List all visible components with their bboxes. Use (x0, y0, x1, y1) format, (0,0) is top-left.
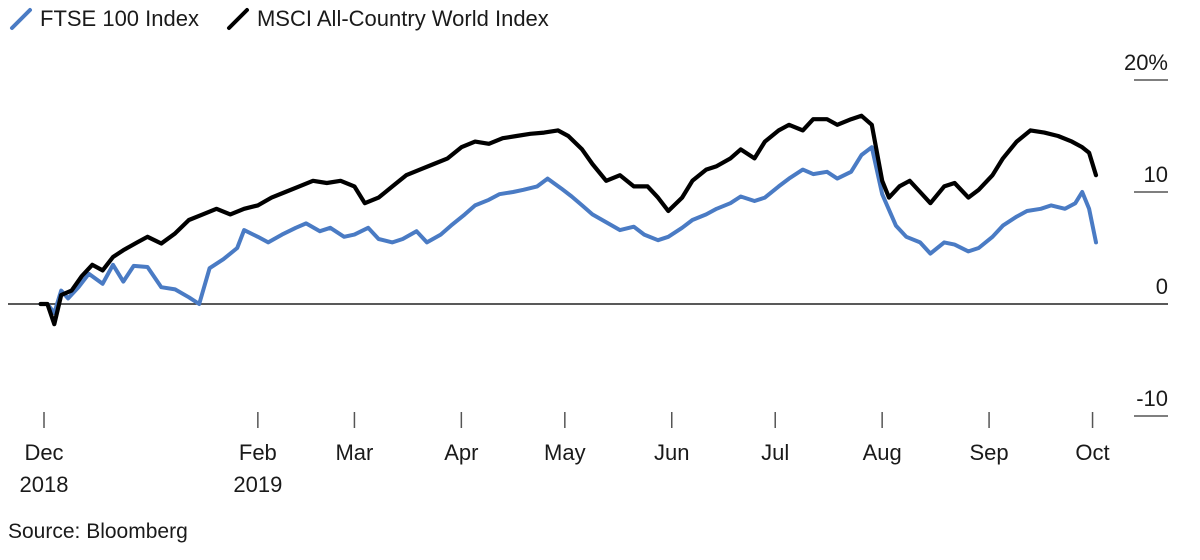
y-axis: 20% 10 0 -10 (1124, 50, 1168, 417)
chart-legend: FTSE 100 Index MSCI All-Country World In… (8, 4, 575, 34)
x-tick-label: Jun (654, 440, 689, 465)
x-tick-label: Dec (24, 440, 63, 465)
legend-label-ftse: FTSE 100 Index (40, 6, 199, 31)
x-tick-label: 2019 (233, 472, 282, 497)
x-tick-label: Oct (1075, 440, 1109, 465)
x-tick-label: May (544, 440, 586, 465)
series-line-msci (38, 113, 1099, 327)
legend-label-msci: MSCI All-Country World Index (256, 6, 549, 31)
x-tick-label: Mar (335, 440, 373, 465)
x-tick-label: Feb (239, 440, 277, 465)
y-tick-label: -10 (1136, 386, 1168, 411)
x-tick-label: Aug (863, 440, 902, 465)
y-tick-label: 20% (1124, 50, 1168, 75)
legend-swatch-ftse (10, 8, 32, 30)
x-axis: Dec 2018 Feb 2019 Mar Apr May Jun Jul Aug Sep Oct (20, 412, 1110, 497)
legend-item-msci: MSCI All-Country World Index (225, 6, 549, 32)
x-tick-label: 2018 (20, 472, 69, 497)
y-tick-label: 10 (1144, 162, 1168, 187)
series-line-ftse (38, 145, 1098, 315)
series-lines (38, 113, 1099, 327)
x-tick-label: Apr (444, 440, 478, 465)
y-tick-label: 0 (1156, 274, 1168, 299)
legend-swatch-msci (226, 8, 249, 30)
source-note: Source: Bloomberg (8, 520, 188, 543)
x-tick-label: Jul (761, 440, 789, 465)
legend-item-ftse: FTSE 100 Index (8, 6, 199, 32)
x-tick-label: Sep (969, 440, 1008, 465)
